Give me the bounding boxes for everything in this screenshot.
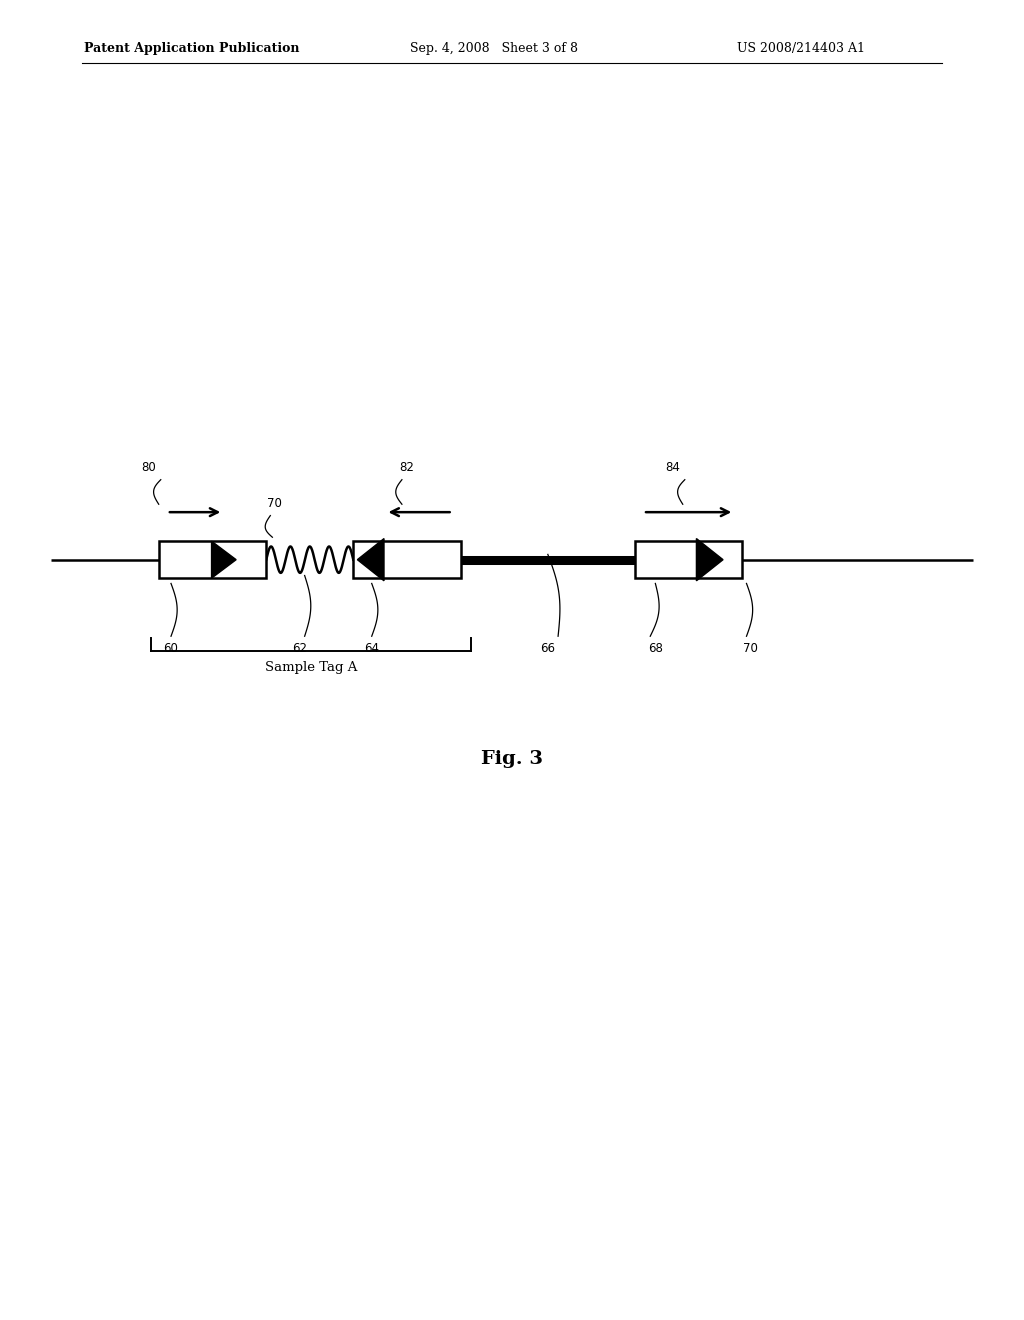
Text: 62: 62 xyxy=(292,642,307,655)
Bar xyxy=(635,541,742,578)
Polygon shape xyxy=(696,539,723,581)
Text: 70: 70 xyxy=(267,498,282,511)
Text: 80: 80 xyxy=(141,462,156,474)
Text: 84: 84 xyxy=(665,462,680,474)
Polygon shape xyxy=(212,541,237,578)
Text: Sample Tag A: Sample Tag A xyxy=(264,661,357,675)
Text: US 2008/214403 A1: US 2008/214403 A1 xyxy=(737,42,865,55)
Text: Patent Application Publication: Patent Application Publication xyxy=(84,42,299,55)
Text: 70: 70 xyxy=(743,642,758,655)
Text: 66: 66 xyxy=(541,642,555,655)
Text: 64: 64 xyxy=(365,642,379,655)
Text: 68: 68 xyxy=(648,642,663,655)
Text: Sep. 4, 2008   Sheet 3 of 8: Sep. 4, 2008 Sheet 3 of 8 xyxy=(410,42,578,55)
Polygon shape xyxy=(357,539,384,581)
Bar xyxy=(159,541,266,578)
Text: 82: 82 xyxy=(399,462,415,474)
Bar xyxy=(353,541,461,578)
Text: 60: 60 xyxy=(164,642,178,655)
Text: Fig. 3: Fig. 3 xyxy=(481,750,543,768)
